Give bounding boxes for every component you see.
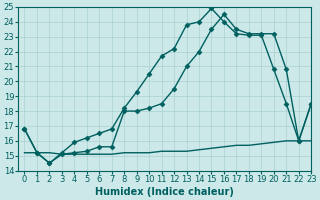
X-axis label: Humidex (Indice chaleur): Humidex (Indice chaleur) (95, 187, 234, 197)
